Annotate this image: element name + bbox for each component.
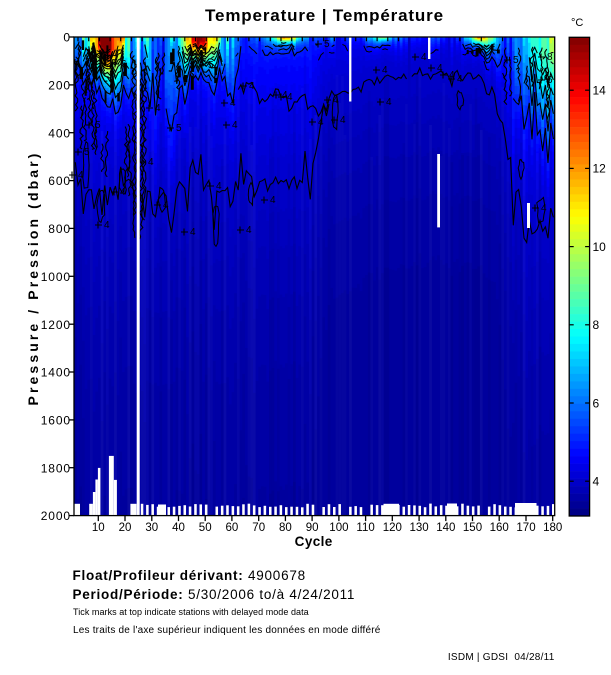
- svg-text:170: 170: [516, 522, 535, 534]
- svg-text:600: 600: [48, 174, 71, 188]
- svg-text:6: 6: [121, 59, 127, 70]
- svg-text:150: 150: [463, 522, 482, 534]
- svg-text:180: 180: [543, 522, 562, 534]
- svg-text:10: 10: [593, 240, 607, 254]
- svg-text:160: 160: [490, 522, 509, 534]
- svg-text:70: 70: [252, 522, 265, 534]
- svg-text:8: 8: [593, 318, 600, 332]
- svg-text:4: 4: [190, 227, 196, 238]
- svg-text:4: 4: [216, 181, 222, 192]
- svg-text:4: 4: [333, 95, 339, 106]
- svg-text:4: 4: [318, 117, 324, 128]
- svg-text:1600: 1600: [41, 414, 71, 428]
- svg-text:4: 4: [230, 98, 236, 109]
- svg-text:110: 110: [356, 522, 374, 534]
- svg-text:4: 4: [148, 157, 154, 168]
- svg-text:12: 12: [593, 162, 607, 176]
- svg-text:5: 5: [176, 123, 182, 134]
- svg-text:20: 20: [119, 522, 132, 534]
- svg-text:130: 130: [410, 522, 429, 534]
- svg-text:4: 4: [270, 195, 276, 206]
- svg-text:50: 50: [199, 522, 212, 534]
- svg-text:400: 400: [48, 126, 71, 140]
- svg-text:4: 4: [78, 170, 84, 181]
- svg-text:4: 4: [155, 103, 161, 114]
- svg-text:4: 4: [104, 220, 110, 231]
- svg-text:4: 4: [232, 120, 238, 131]
- svg-text:800: 800: [48, 222, 71, 236]
- svg-text:200: 200: [48, 79, 71, 93]
- svg-text:80: 80: [279, 522, 292, 534]
- svg-text:4: 4: [541, 203, 547, 214]
- svg-text:4: 4: [593, 475, 600, 489]
- svg-text:5: 5: [84, 147, 90, 158]
- svg-text:5: 5: [95, 120, 101, 131]
- svg-text:4: 4: [287, 92, 293, 103]
- svg-text:100: 100: [329, 522, 348, 534]
- svg-text:1800: 1800: [41, 461, 71, 475]
- svg-text:4: 4: [382, 65, 388, 76]
- svg-text:1000: 1000: [41, 270, 71, 284]
- svg-text:5: 5: [324, 39, 330, 50]
- svg-text:2000: 2000: [41, 509, 71, 523]
- svg-text:4: 4: [457, 74, 463, 85]
- svg-text:14: 14: [593, 84, 607, 98]
- svg-text:30: 30: [145, 522, 158, 534]
- svg-text:4: 4: [449, 70, 455, 81]
- svg-text:5: 5: [513, 55, 519, 66]
- svg-text:4: 4: [386, 97, 392, 108]
- svg-text:6: 6: [547, 75, 553, 86]
- svg-text:4: 4: [340, 115, 346, 126]
- svg-text:4: 4: [163, 200, 169, 211]
- svg-text:90: 90: [306, 522, 319, 534]
- svg-text:140: 140: [436, 522, 455, 534]
- svg-text:0: 0: [63, 31, 71, 45]
- svg-text:60: 60: [226, 522, 239, 534]
- svg-text:4: 4: [437, 63, 443, 74]
- svg-text:4: 4: [120, 187, 126, 198]
- svg-text:5: 5: [208, 60, 214, 71]
- svg-text:4: 4: [421, 52, 427, 63]
- svg-text:8: 8: [547, 52, 553, 63]
- svg-text:120: 120: [383, 522, 402, 534]
- svg-text:4: 4: [246, 225, 252, 236]
- svg-text:4: 4: [282, 90, 288, 101]
- svg-text:1200: 1200: [41, 318, 71, 332]
- svg-text:1400: 1400: [41, 366, 71, 380]
- svg-text:10: 10: [92, 522, 105, 534]
- svg-text:6: 6: [593, 396, 600, 410]
- svg-text:40: 40: [172, 522, 185, 534]
- svg-text:4: 4: [249, 81, 255, 92]
